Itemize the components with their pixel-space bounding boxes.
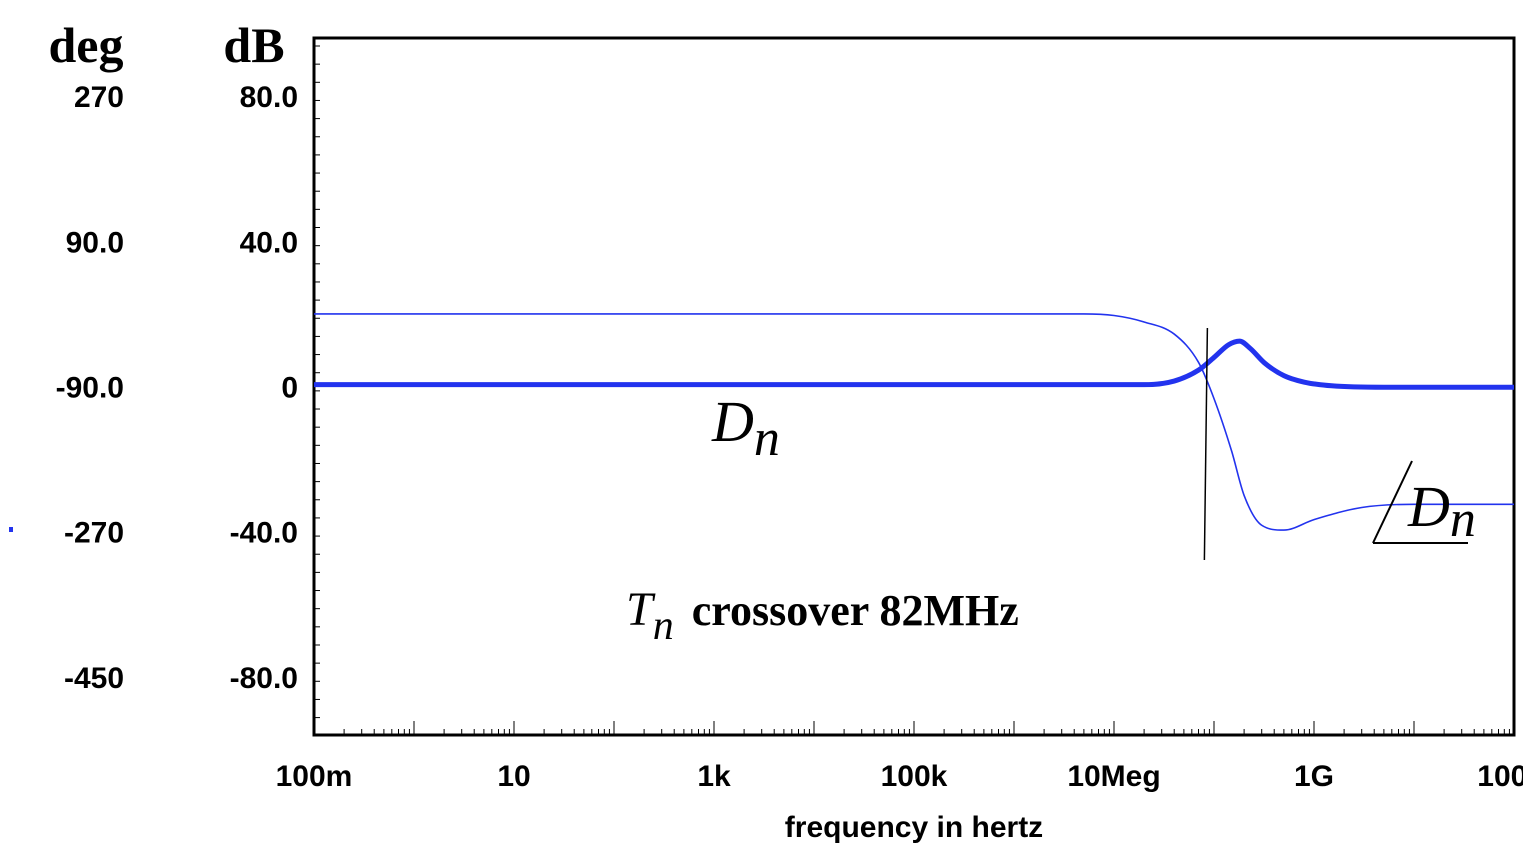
y-left-tick-labels: 270 90.0 -90.0 -270 -450 [56,81,124,695]
right-axis-unit: dB [223,17,284,73]
x-tick-label: 100G [1477,760,1523,793]
magnitude-series-line [314,338,1514,390]
y-left-tick-label: -90.0 [56,372,124,405]
y-right-tick-label: -40.0 [230,517,298,550]
y-right-tick-label: 0 [281,372,298,405]
y-left-tick-label: 270 [74,81,124,114]
y-right-tick-label: 80.0 [240,81,298,114]
x-tick-label: 10 [497,760,530,793]
series-layer [313,313,1514,531]
x-tick-label: 100m [276,760,353,793]
magnitude-series-label: Dn [711,389,780,467]
y-left-tick-label: 90.0 [66,226,124,259]
x-tick-labels: 100m 10 1k 100k 10Meg 1G 100G [276,760,1523,793]
x-tick-label: 100k [881,760,948,793]
x-tick-label: 10Meg [1067,760,1160,793]
crossover-marker-line [1203,327,1209,561]
x-tick-label: 1G [1294,760,1334,793]
crossover-annotation: Tn crossover 82MHz [626,583,1019,649]
phase-series-label: Dn [1407,474,1476,548]
phase-angle-symbol [1372,460,1413,544]
y-right-tick-label: 40.0 [240,226,298,259]
x-axis-label: frequency in hertz [785,811,1043,844]
y-left-tick-label: -450 [64,662,124,695]
y-left-tick-label: -270 [64,517,124,550]
left-axis-unit: deg [49,17,124,73]
legend-marker [9,527,13,532]
y-right-tick-labels: 80.0 40.0 0 -40.0 -80.0 [230,81,298,695]
phase-series-line [313,313,1514,531]
y-right-tick-label: -80.0 [230,662,298,695]
x-tick-label: 1k [697,760,731,793]
